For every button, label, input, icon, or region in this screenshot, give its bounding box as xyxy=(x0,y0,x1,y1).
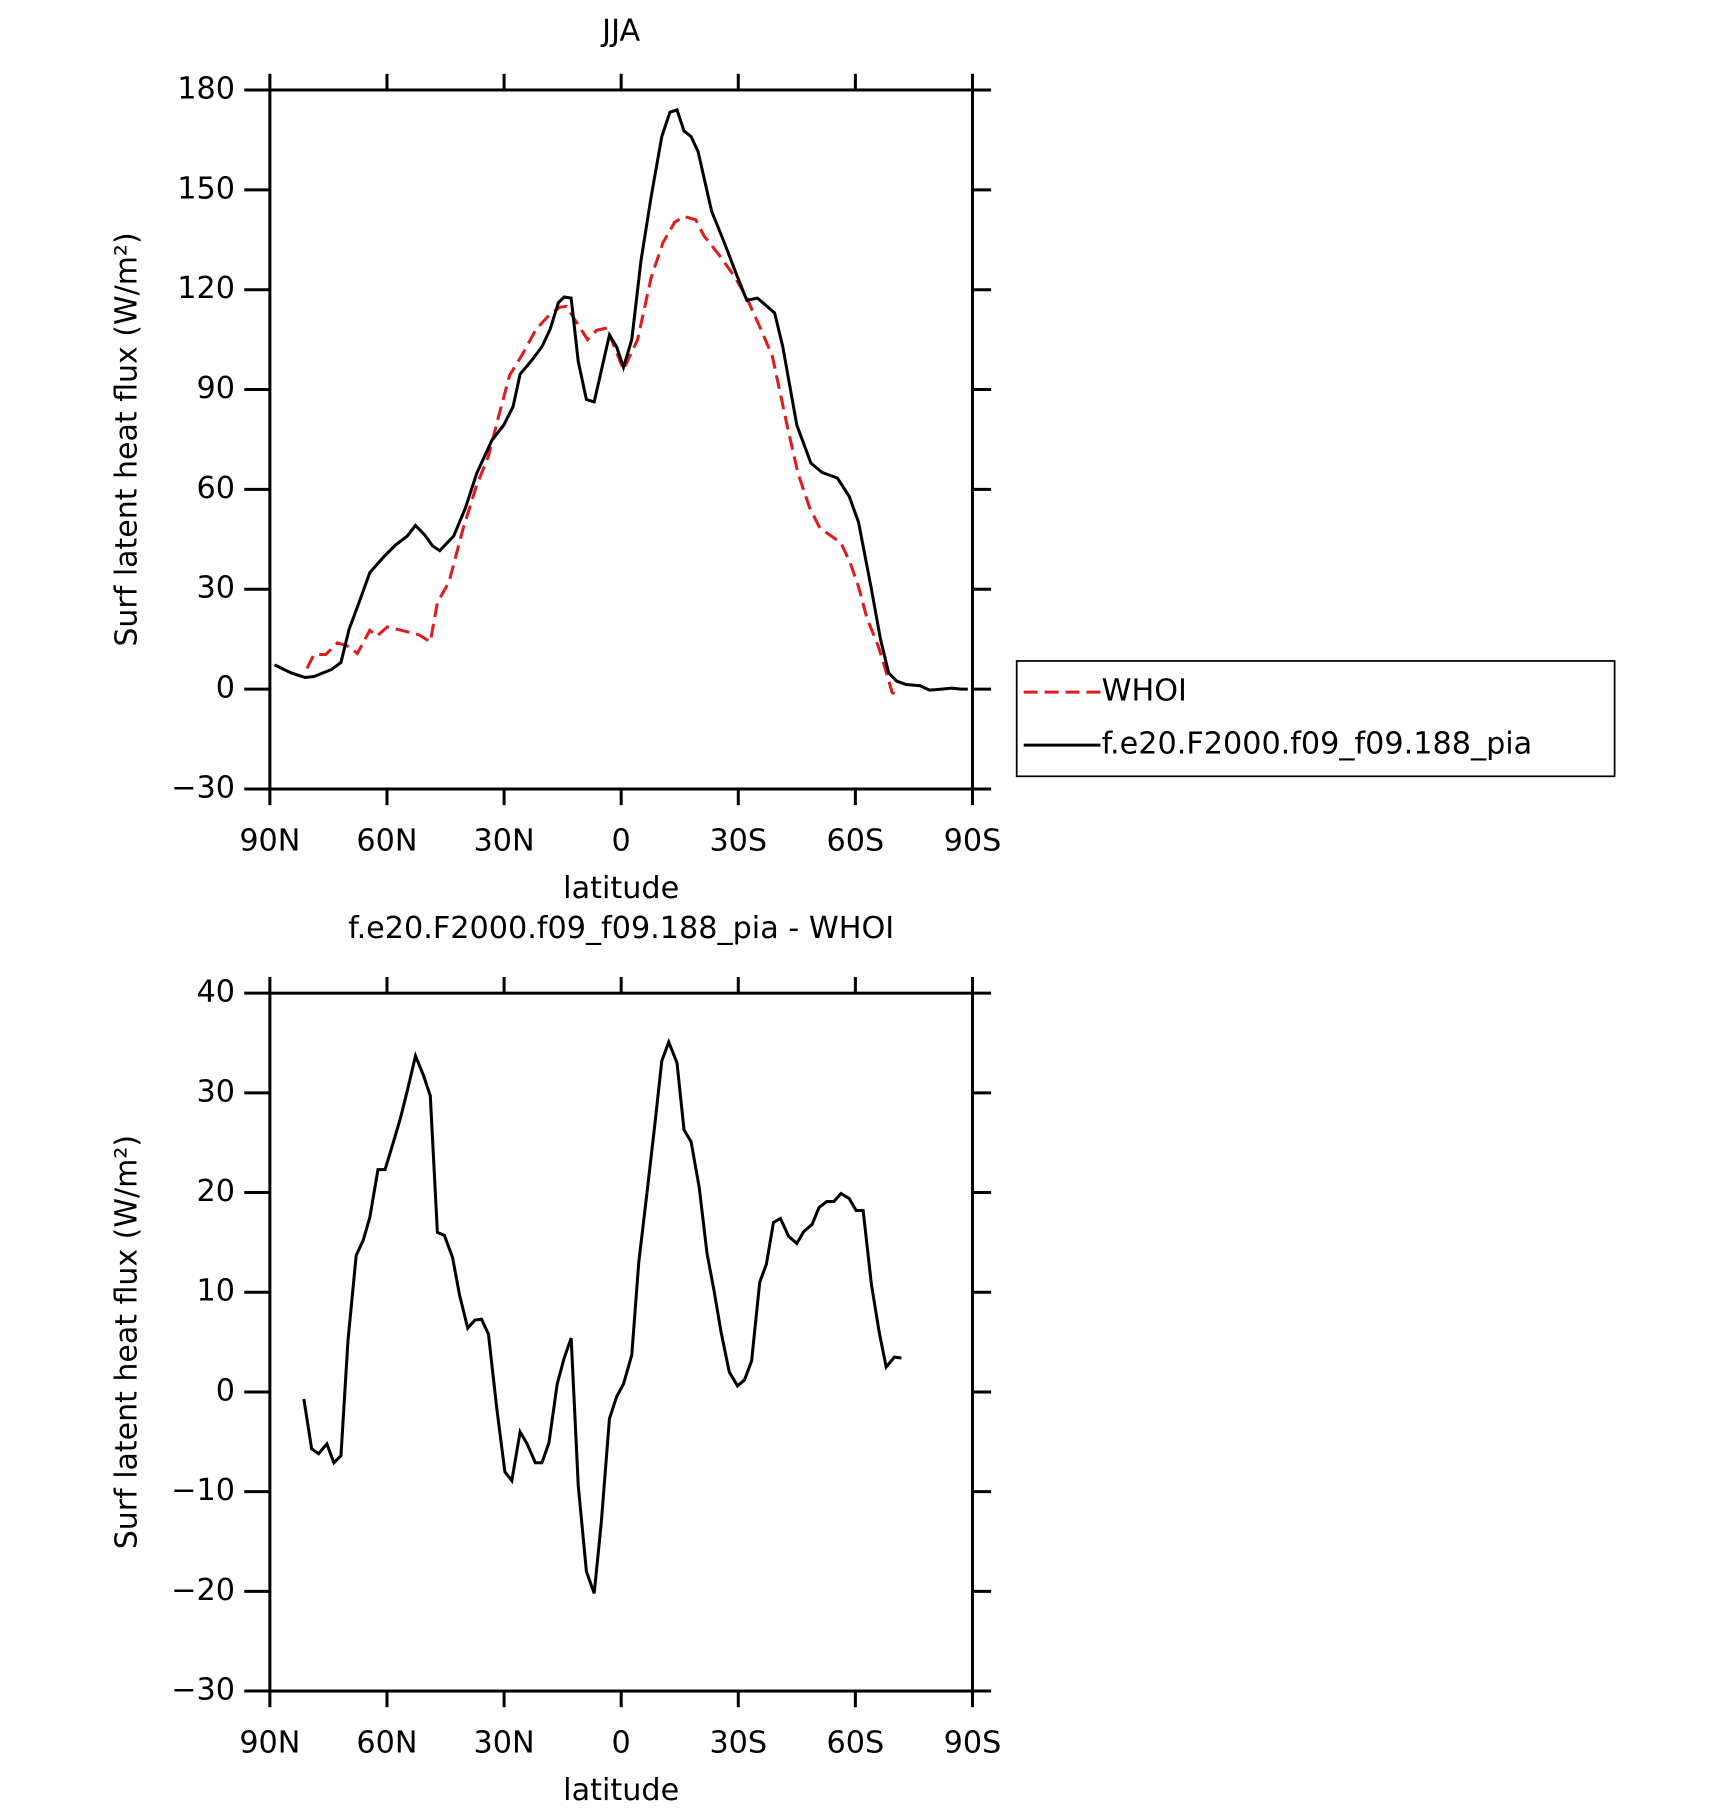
x-tick-label: 90S xyxy=(944,824,1002,859)
x-tick-label: 60N xyxy=(356,824,417,859)
y-tick-label: 40 xyxy=(196,975,234,1010)
chart-title: f.e20.F2000.f09_f09.188_pia - WHOI xyxy=(348,911,894,946)
y-axis-label: Surf latent heat flux (W/m²) xyxy=(109,232,144,646)
y-tick-label: 90 xyxy=(196,371,234,406)
y-tick-label: 150 xyxy=(177,171,235,206)
x-tick-label: 60N xyxy=(356,1726,417,1761)
x-tick-label: 60S xyxy=(827,824,885,859)
x-tick-label: 30N xyxy=(474,1726,535,1761)
x-axis-label: latitude xyxy=(563,1773,679,1808)
y-tick-label: 180 xyxy=(177,72,235,107)
x-tick-label: 0 xyxy=(612,824,631,859)
x-tick-label: 90N xyxy=(239,1726,300,1761)
x-tick-label: 90N xyxy=(239,824,300,859)
chart-title: JJA xyxy=(600,14,640,49)
legend-label: WHOI xyxy=(1102,674,1187,709)
plot-frame xyxy=(268,88,975,791)
x-tick-label: 30S xyxy=(709,824,767,859)
x-tick-label: 60S xyxy=(827,1726,885,1761)
y-tick-label: −30 xyxy=(171,1673,235,1708)
x-tick-label: 30N xyxy=(474,824,535,859)
data-line xyxy=(302,1037,902,1594)
plot-frame xyxy=(268,991,975,1693)
y-tick-label: 20 xyxy=(196,1174,234,1209)
x-tick-label: 30S xyxy=(709,1726,767,1761)
y-tick-label: 0 xyxy=(216,1374,235,1409)
y-tick-label: 60 xyxy=(196,471,234,506)
y-tick-label: 0 xyxy=(216,671,235,706)
y-tick-label: 30 xyxy=(196,1074,234,1109)
data-line xyxy=(273,108,968,692)
y-tick-label: −30 xyxy=(171,771,235,806)
x-axis-label: latitude xyxy=(563,871,679,906)
legend-box xyxy=(1015,660,1616,778)
x-tick-label: 90S xyxy=(944,1726,1002,1761)
data-line xyxy=(305,214,900,698)
x-tick-label: 0 xyxy=(612,1726,631,1761)
legend-label: f.e20.F2000.f09_f09.188_pia xyxy=(1102,727,1533,762)
y-axis-label: Surf latent heat flux (W/m²) xyxy=(109,1135,144,1549)
y-tick-label: 10 xyxy=(196,1274,234,1309)
y-tick-label: 30 xyxy=(196,571,234,606)
y-tick-label: −20 xyxy=(171,1573,235,1608)
y-tick-label: −10 xyxy=(171,1473,235,1508)
y-tick-label: 120 xyxy=(177,271,235,306)
